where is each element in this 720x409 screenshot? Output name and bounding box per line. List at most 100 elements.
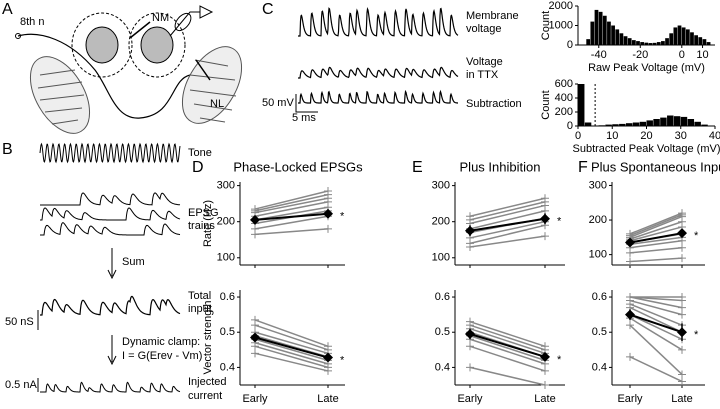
x-tick-label: -40 [591,49,607,61]
cell-line [469,224,546,245]
cell-marker [541,381,549,389]
x-tick-label: 0 [575,130,581,142]
cell-line [629,356,683,383]
nm-boundary [71,12,133,78]
brainstem-diagram [15,5,243,134]
cell-line [469,345,546,372]
cell-line [629,303,683,326]
trace-label: Injected [188,376,227,388]
cell-marker [324,187,332,196]
trace [40,222,181,236]
cell-line [629,324,683,375]
mean-marker [250,214,260,225]
trace-label: EPSG [188,207,219,219]
cell-line [629,246,683,254]
cell-marker [251,315,259,324]
cell-line [469,324,546,351]
bar [598,11,603,46]
y-tick-label: 0.4 [435,361,450,373]
mean-marker [540,351,550,362]
cell-line [254,345,329,369]
cell-line [629,296,683,309]
cell-marker [324,342,332,351]
bar [690,32,694,45]
bar [612,124,619,126]
cell-line [254,215,329,230]
cell-line [254,206,329,221]
bar [602,15,607,45]
cell-line [629,313,683,340]
bar [639,121,647,126]
arrow [107,248,117,280]
nm-cells [140,26,174,64]
bar [694,35,698,45]
scale-label: 5 ms [292,112,316,124]
nm-boundary [128,12,186,78]
bar [694,121,701,126]
bar [590,21,595,45]
y-tick-label: 0.6 [592,291,607,303]
cell-marker [626,229,634,238]
cell-marker [678,370,686,379]
cell-marker [466,342,474,351]
bar [665,38,669,45]
cell-marker [541,366,549,375]
bar [677,25,682,45]
mean-marker [677,228,687,239]
bar [615,29,620,45]
cell-line [629,214,683,237]
y-tick-label: 300 [589,179,607,191]
cell-marker [626,321,634,330]
cell-marker [678,243,686,252]
scale-bar [295,94,318,113]
bar [702,39,707,45]
y-tick-label: 100 [589,249,607,261]
trace [40,381,181,393]
trace-label: current [188,390,222,402]
cell-marker [251,349,259,358]
bar [632,122,640,126]
trace [40,207,181,221]
y-tick-label: 0.6 [220,291,235,303]
x-axis-label: Subtracted Peak Voltage (mV) [573,143,720,155]
mean-marker [250,332,260,343]
nerve-label: 8th n [20,16,44,28]
bar [594,9,599,45]
mean-marker [323,352,333,363]
cell-line [469,338,546,365]
bar [653,119,660,126]
significance: * [694,230,699,242]
cell-marker [541,194,549,203]
cell-line [254,338,329,362]
y-axis-label: Vector strength [202,301,214,375]
bar [607,21,611,45]
bar [698,37,703,45]
mean-marker [540,213,550,224]
cell-marker [678,310,686,319]
bar [619,123,626,126]
cell-line [629,299,683,316]
bar [706,42,711,45]
bar [619,33,624,45]
bar [652,42,657,45]
x-tick-label: 0 [679,49,685,61]
panel-letter: E [412,159,423,176]
cell-line [629,212,683,235]
trace [40,192,181,206]
cell-line [469,235,546,248]
nm-label: NM [152,12,169,24]
significance: * [557,216,562,228]
nm-cells [85,26,119,64]
cell-line [254,342,329,365]
bar [584,122,592,126]
bar [681,27,686,45]
bar [680,116,688,126]
cell-line [469,201,546,221]
trace [39,142,181,164]
y-axis-label: Rate (Hz) [202,200,214,247]
bar [578,84,585,126]
step-label: I = G(Erev - Vm) [122,350,202,362]
x-tick-label: 10 [696,49,708,61]
cell-marker [466,212,474,221]
cell-line [629,240,683,249]
